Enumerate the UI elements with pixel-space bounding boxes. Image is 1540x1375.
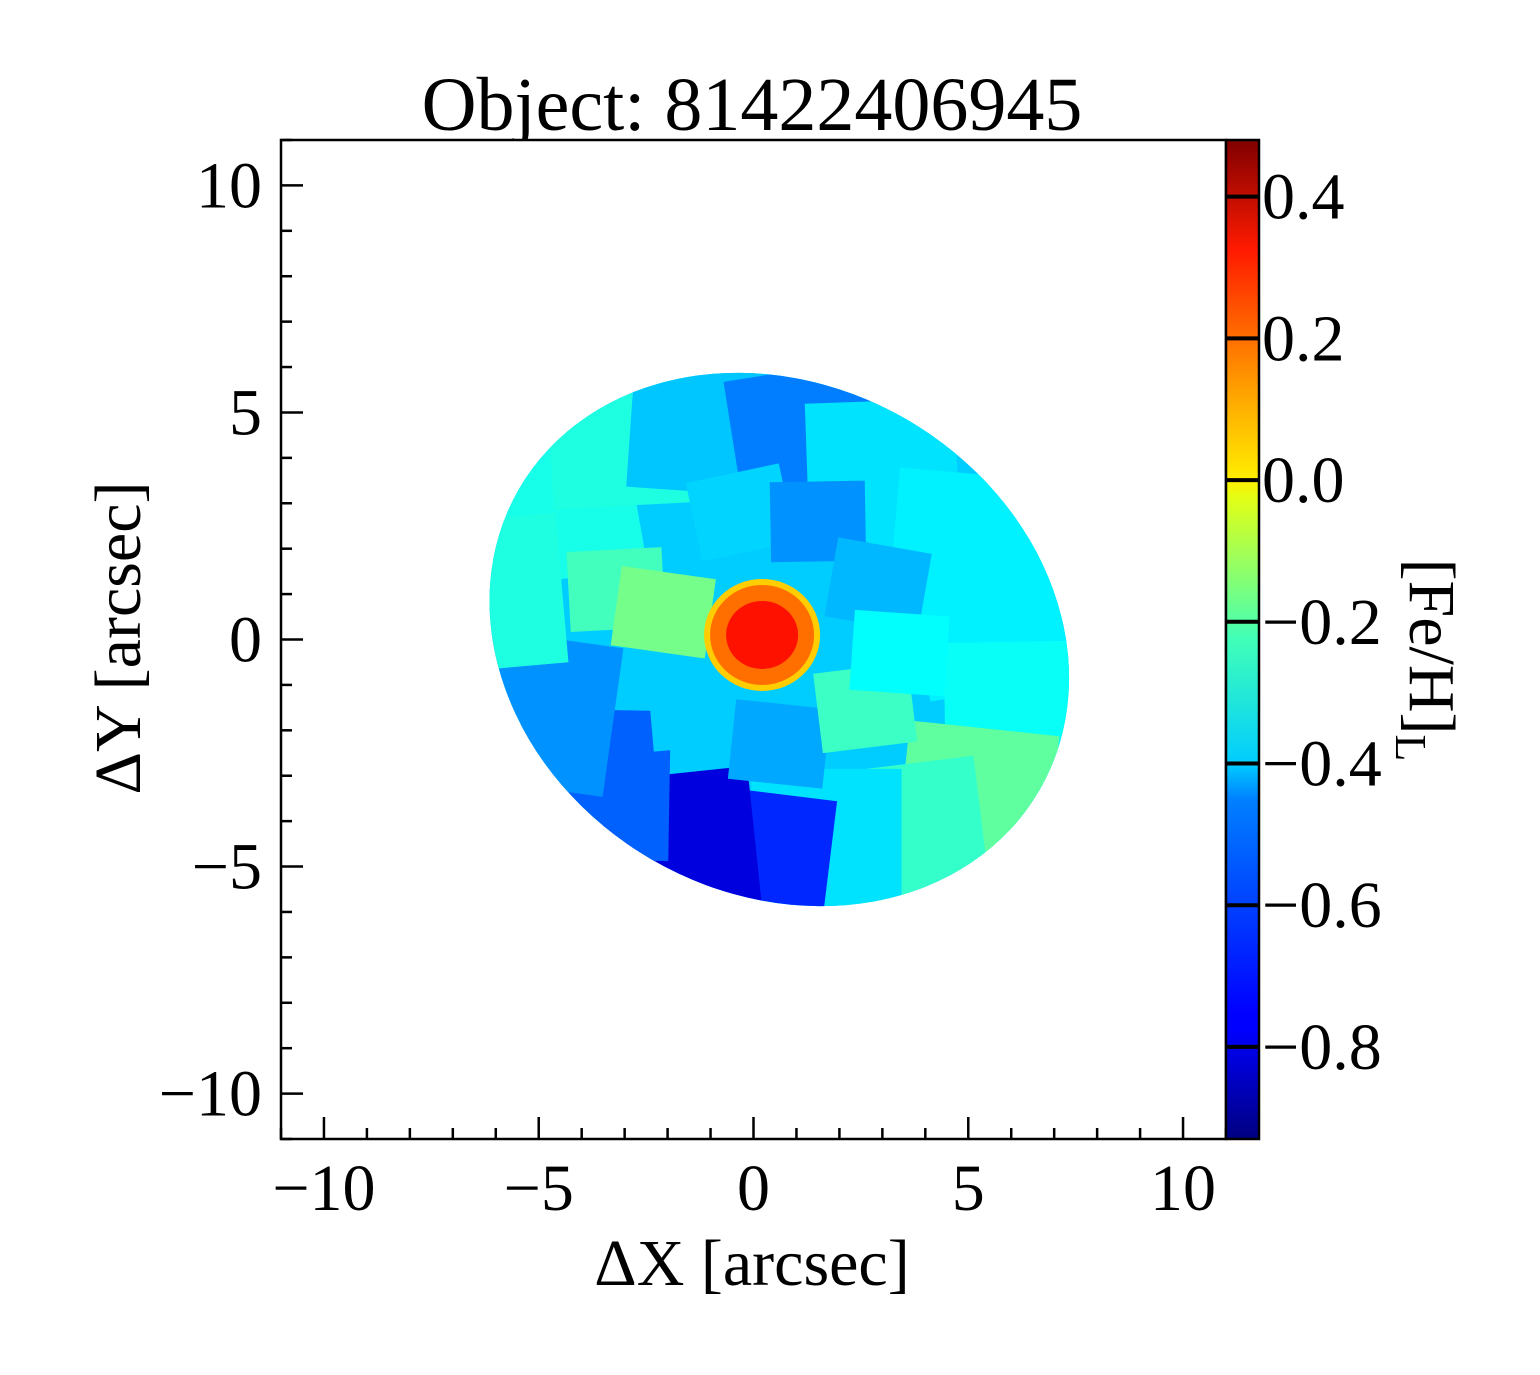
colorbar-tick-label: 0.2 [1262, 302, 1345, 375]
bin-inner-north-1 [685, 463, 796, 562]
colorbar-tick-label: 0.4 [1262, 161, 1345, 234]
chart-title: Object: 81422406945 [422, 63, 1083, 147]
y-tick-label: −5 [192, 831, 262, 904]
bin-inner-east [849, 609, 950, 697]
y-tick-label: 10 [196, 149, 262, 222]
colorbar-tick-label: −0.2 [1262, 586, 1382, 659]
x-axis-ticks: −10 −5 0 5 10 [272, 1117, 1228, 1225]
bin-center-core-fill [726, 600, 799, 669]
bin-inner-west-2 [610, 566, 716, 659]
y-axis-label: ΔY [arcsec] [82, 482, 155, 795]
y-tick-label: −10 [159, 1058, 262, 1131]
colorbar-tick-label: 0.0 [1262, 444, 1345, 517]
bin-inner-south-west [646, 663, 749, 752]
colorbar-ticks: 0.4 0.2 0.0 −0.2 −0.4 −0.6 −0.8 [1226, 161, 1382, 1084]
x-tick-label: 10 [1150, 1152, 1216, 1225]
colorbar-tick-label: −0.8 [1262, 1011, 1382, 1084]
x-tick-label: −5 [504, 1152, 574, 1225]
colorbar-tick-label: −0.4 [1262, 727, 1382, 800]
y-tick-label: 5 [229, 376, 262, 449]
colorbar: 0.4 0.2 0.0 −0.2 −0.4 −0.6 −0.8 [Fe/H]L [1224, 138, 1468, 1141]
bin-inner-south [727, 699, 831, 789]
map-panel: −10 −5 0 5 10 10 5 0 −5 −10 [159, 138, 1228, 1225]
colorbar-label-main: [Fe/H] [1395, 559, 1468, 735]
y-tick-label: 0 [229, 604, 262, 677]
colorbar-label: [Fe/H]L [1386, 559, 1468, 762]
colorbar-label-subscript: L [1386, 735, 1435, 762]
x-tick-label: 5 [952, 1152, 985, 1225]
colorbar-gradient [1224, 138, 1261, 1141]
colorbar-tick-label: −0.6 [1262, 869, 1382, 942]
x-tick-label: 0 [737, 1152, 770, 1225]
x-axis-label: ΔX [arcsec] [594, 1227, 909, 1300]
y-axis-ticks: 10 5 0 −5 −10 [159, 138, 303, 1141]
bin-inner-north-east [824, 537, 932, 633]
x-tick-label: −10 [272, 1152, 375, 1225]
